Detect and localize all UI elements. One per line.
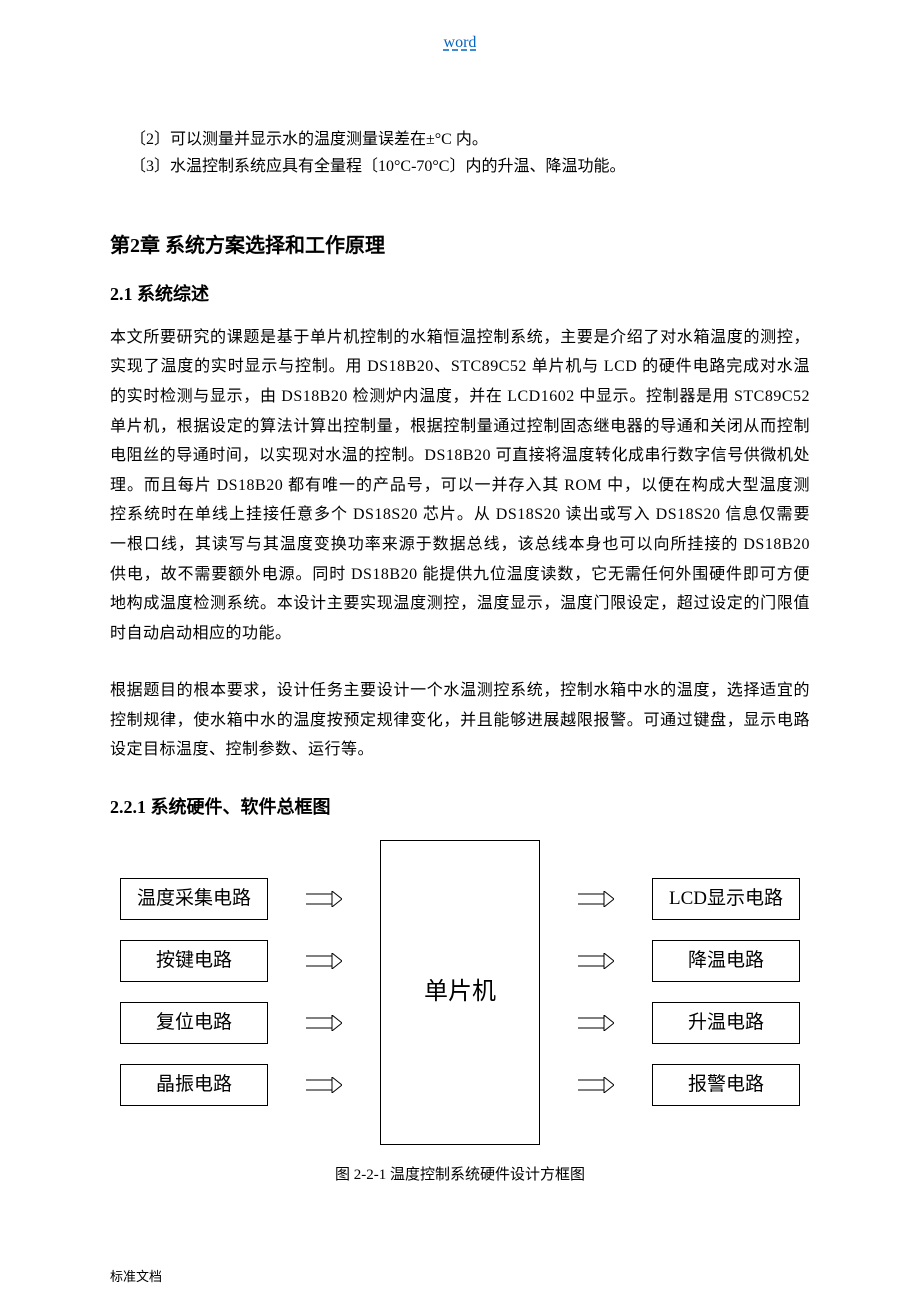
subsection-2-2-1-title: 2.2.1 系统硬件、软件总框图 xyxy=(110,793,810,822)
box-cooling: 降温电路 xyxy=(652,940,800,982)
arrow-right-icon xyxy=(306,953,342,969)
hardware-block-diagram: 温度采集电路 按键电路 复位电路 晶振电路 单片机 LCD显示电路 降温 xyxy=(110,840,810,1145)
diagram-left-column: 温度采集电路 按键电路 复位电路 晶振电路 xyxy=(120,878,268,1106)
arrow-right-icon xyxy=(578,953,614,969)
req-item-2: 〔2〕可以测量并显示水的温度测量误差在±°C 内。 xyxy=(130,126,810,153)
box-lcd: LCD显示电路 xyxy=(652,878,800,920)
section-2-2-intro-paragraph: 根据题目的根本要求，设计任务主要设计一个水温测控系统，控制水箱中水的温度，选择适… xyxy=(110,676,810,765)
page-container: word 〔2〕可以测量并显示水的温度测量误差在±°C 内。 〔3〕水温控制系统… xyxy=(110,30,810,1288)
arrows-left-to-center xyxy=(306,878,342,1106)
diagram-right-column: LCD显示电路 降温电路 升温电路 报警电路 xyxy=(652,878,800,1106)
req-item-3: 〔3〕水温控制系统应具有全量程〔10°C-70°C〕内的升温、降温功能。 xyxy=(130,153,810,180)
box-alarm: 报警电路 xyxy=(652,1064,800,1106)
arrow-right-icon xyxy=(578,1077,614,1093)
top-requirement-list: 〔2〕可以测量并显示水的温度测量误差在±°C 内。 〔3〕水温控制系统应具有全量… xyxy=(130,126,810,180)
arrows-center-to-right xyxy=(578,878,614,1106)
chapter-2-title: 第2章 系统方案选择和工作原理 xyxy=(110,230,810,262)
figure-caption: 图 2-2-1 温度控制系统硬件设计方框图 xyxy=(110,1163,810,1187)
arrow-right-icon xyxy=(306,1077,342,1093)
section-2-1-paragraph: 本文所要研究的课题是基于单片机控制的水箱恒温控制系统，主要是介绍了对水箱温度的测… xyxy=(110,323,810,649)
box-keypad: 按键电路 xyxy=(120,940,268,982)
header-word-link[interactable]: word xyxy=(110,30,810,56)
box-heating: 升温电路 xyxy=(652,1002,800,1044)
footer-standard-doc: 标准文档 xyxy=(110,1267,810,1288)
arrow-right-icon xyxy=(306,891,342,907)
box-crystal: 晶振电路 xyxy=(120,1064,268,1106)
box-mcu: 单片机 xyxy=(380,840,540,1145)
section-2-1-title: 2.1 系统综述 xyxy=(110,280,810,309)
arrow-right-icon xyxy=(306,1015,342,1031)
arrow-right-icon xyxy=(578,1015,614,1031)
arrow-right-icon xyxy=(578,891,614,907)
box-reset: 复位电路 xyxy=(120,1002,268,1044)
box-temp-collect: 温度采集电路 xyxy=(120,878,268,920)
